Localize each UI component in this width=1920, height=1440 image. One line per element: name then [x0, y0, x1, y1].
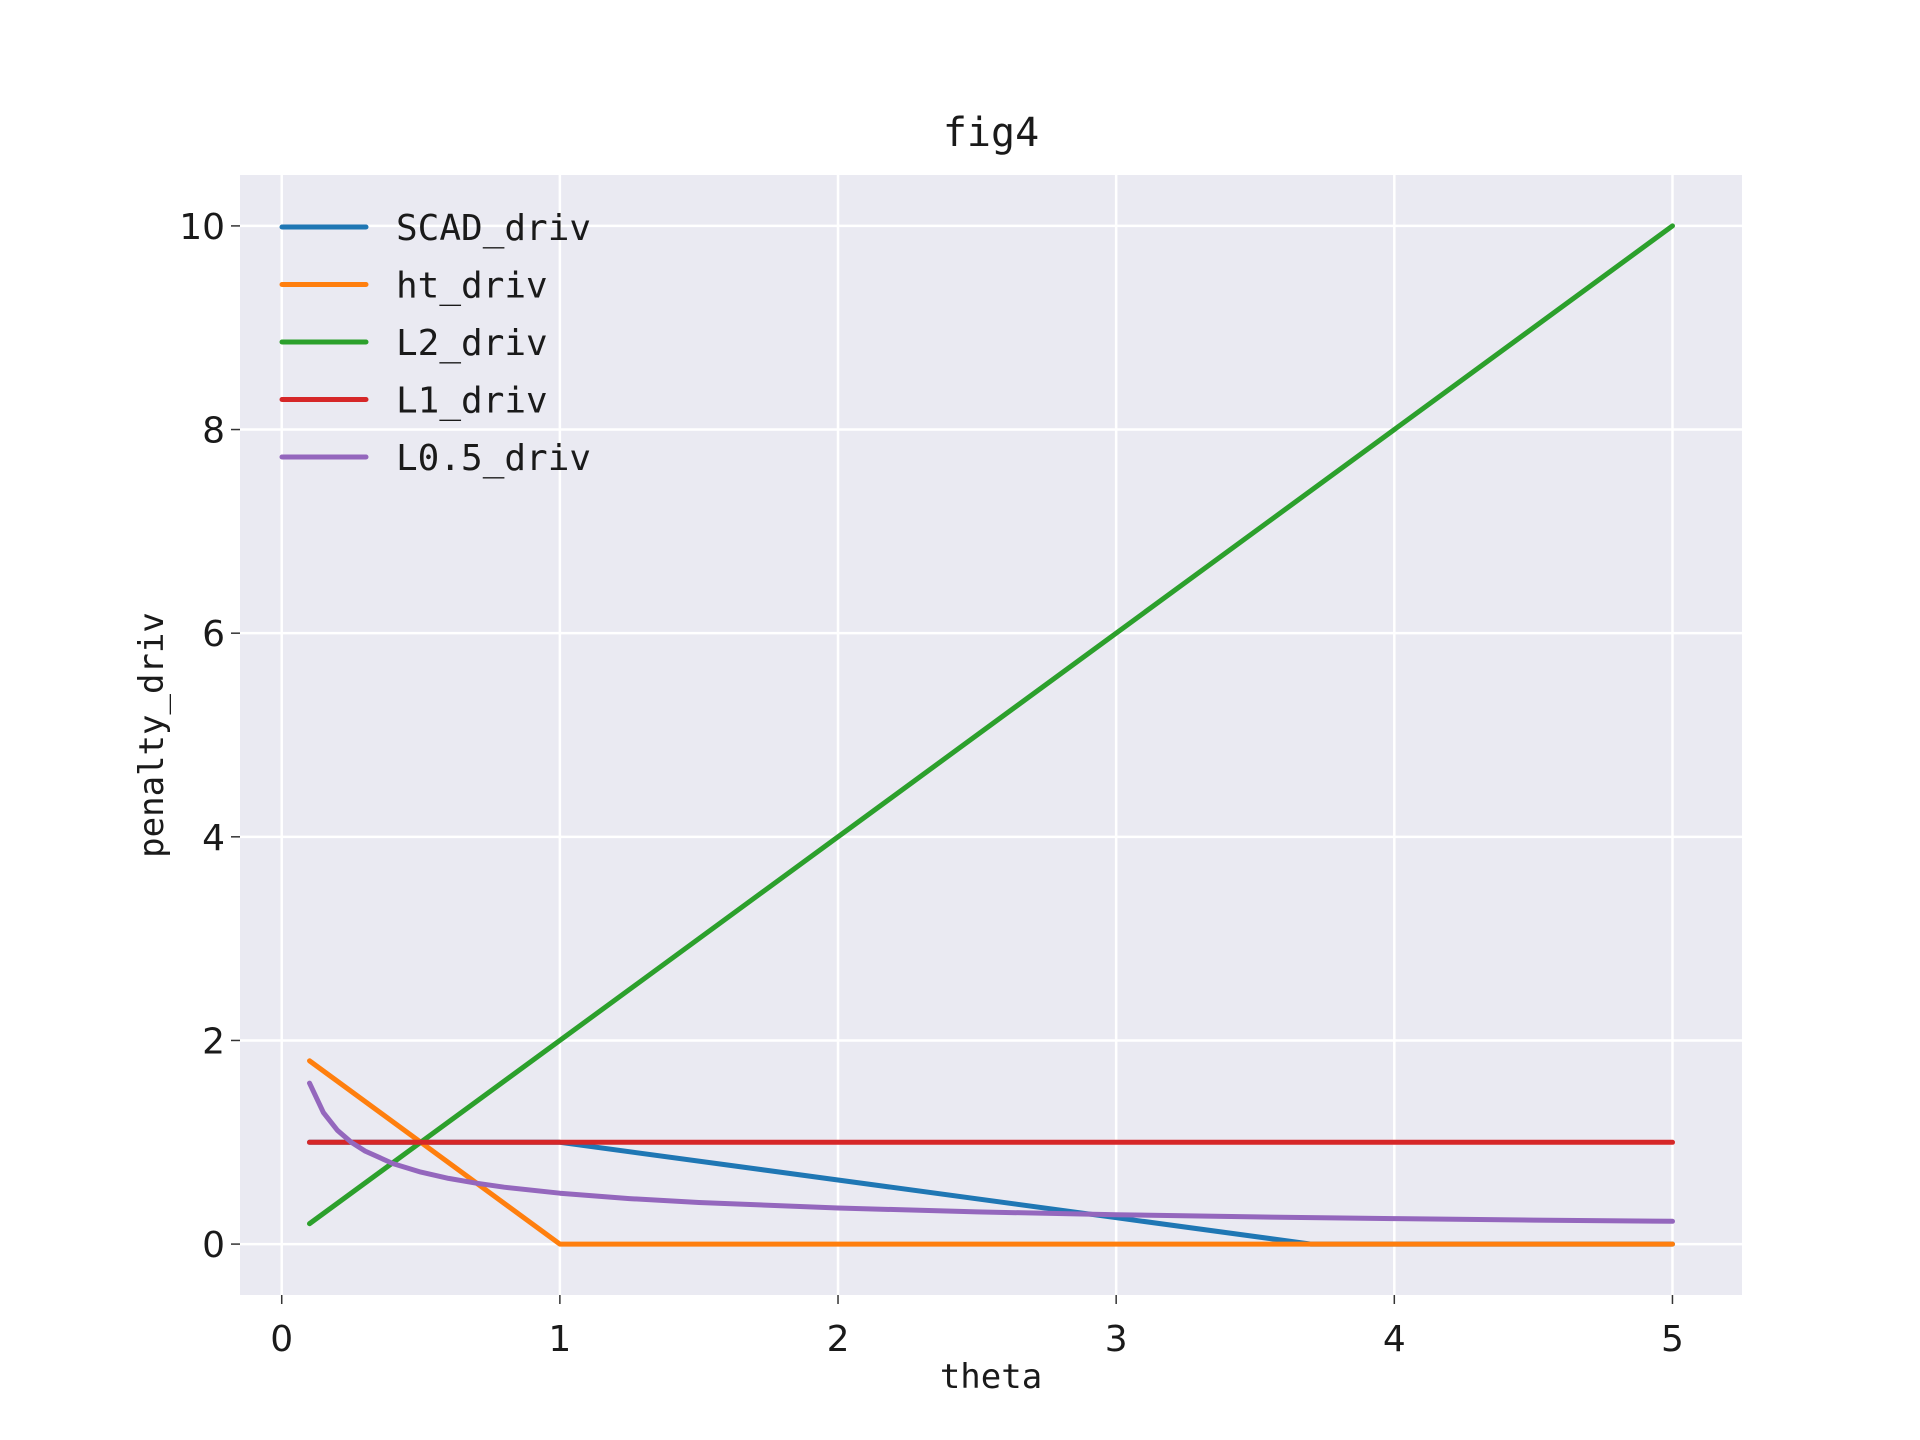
x-axis-label: theta — [940, 1357, 1042, 1397]
legend-label-ht-driv: ht_driv — [396, 266, 548, 307]
legend: SCAD_driv ht_driv L2_driv L1_driv L0.5_driv — [279, 208, 591, 479]
y-ticks: 0 2 4 6 8 10 — [179, 207, 240, 1266]
series-line-l2-driv — [307, 223, 1675, 1227]
series-line-ht-driv — [307, 1058, 1675, 1247]
y-tick-label: 0 — [202, 1225, 225, 1266]
legend-label-l0-5-driv: L0.5_driv — [396, 438, 591, 479]
chart-title: fig4 — [943, 110, 1039, 156]
legend-label-l1-driv: L1_driv — [396, 381, 548, 422]
legend-label-scad-driv: SCAD_driv — [396, 208, 591, 249]
x-tick-label: 0 — [270, 1319, 293, 1360]
x-ticks: 0 1 2 3 4 5 — [270, 1295, 1684, 1360]
y-axis-label: penalty_driv — [132, 612, 172, 858]
series-layer — [307, 223, 1675, 1247]
x-tick-label: 1 — [548, 1319, 571, 1360]
x-tick-label: 2 — [827, 1319, 850, 1360]
x-tick-label: 3 — [1105, 1319, 1128, 1360]
y-tick-label: 2 — [202, 1021, 225, 1062]
y-tick-label: 4 — [202, 818, 225, 859]
x-tick-label: 5 — [1661, 1319, 1684, 1360]
plot-area — [240, 175, 1742, 1295]
legend-label-l2-driv: L2_driv — [396, 323, 548, 364]
y-tick-label: 8 — [202, 411, 225, 452]
y-tick-label: 10 — [179, 207, 225, 248]
x-tick-label: 4 — [1383, 1319, 1406, 1360]
series-line-l0-5-driv — [307, 1080, 1675, 1224]
y-tick-label: 6 — [202, 614, 225, 655]
